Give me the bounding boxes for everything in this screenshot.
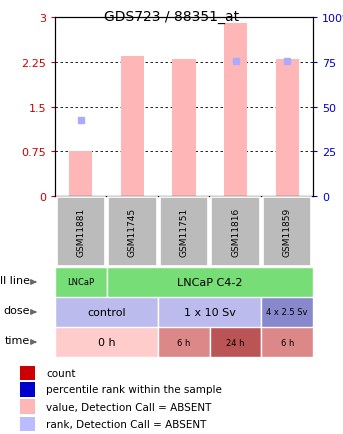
Text: GDS723 / 88351_at: GDS723 / 88351_at [104,10,239,24]
Bar [173,59,196,197]
Bar [275,59,299,197]
Text: GSM11881: GSM11881 [76,207,85,256]
Text: GSM11816: GSM11816 [231,207,240,256]
Bar [121,57,144,197]
Text: time: time [5,336,30,346]
Text: 24 h: 24 h [226,338,245,347]
Text: GSM11751: GSM11751 [179,207,189,256]
Text: LNCaP C4-2: LNCaP C4-2 [177,277,243,287]
Text: 0 h: 0 h [98,337,115,347]
Bar [210,327,261,357]
Text: control: control [87,307,126,317]
Bar [224,24,247,197]
Bar [20,366,35,380]
Text: 6 h: 6 h [177,338,191,347]
Bar [20,417,35,431]
Bar [108,198,157,266]
Bar [55,297,158,327]
Text: GSM11859: GSM11859 [283,207,292,256]
Bar [55,267,107,297]
Bar [20,400,35,414]
Bar [158,327,210,357]
Bar [211,198,260,266]
Text: value, Detection Call = ABSENT: value, Detection Call = ABSENT [46,402,212,412]
Bar [160,198,208,266]
Bar [20,382,35,397]
Bar [158,297,261,327]
Bar [57,198,105,266]
Text: cell line: cell line [0,276,30,286]
Bar [69,152,92,197]
Text: LNCaP: LNCaP [67,278,94,287]
Bar [107,267,313,297]
Text: 1 x 10 Sv: 1 x 10 Sv [184,307,236,317]
Bar [261,327,313,357]
Bar [261,297,313,327]
Text: rank, Detection Call = ABSENT: rank, Detection Call = ABSENT [46,419,207,429]
Text: percentile rank within the sample: percentile rank within the sample [46,385,222,395]
Text: count: count [46,368,76,378]
Bar [263,198,311,266]
Text: dose: dose [4,306,30,316]
Text: GSM11745: GSM11745 [128,207,137,256]
Text: 6 h: 6 h [281,338,294,347]
Bar [55,327,158,357]
Text: 4 x 2.5 Sv: 4 x 2.5 Sv [267,308,308,317]
